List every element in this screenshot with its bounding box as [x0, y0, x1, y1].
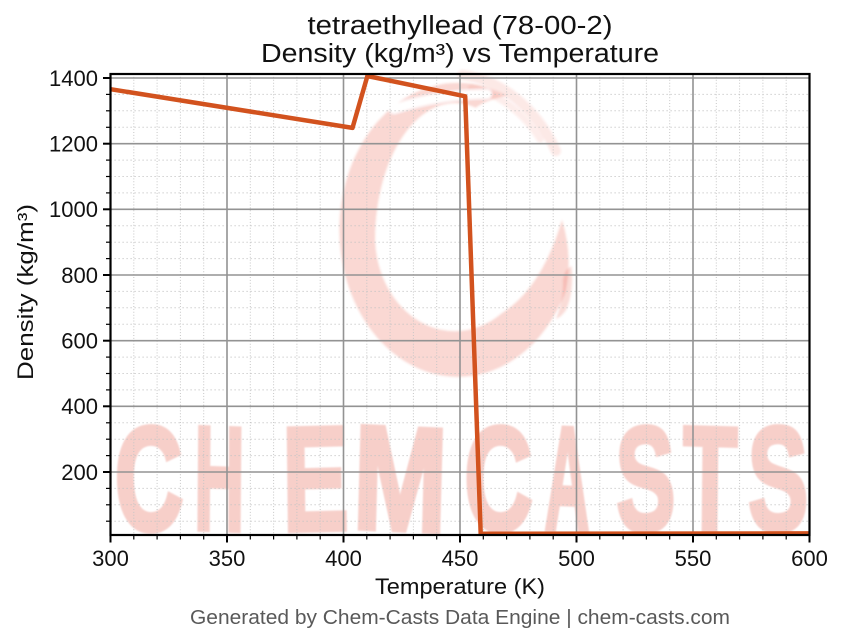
svg-text:C: C [113, 396, 185, 564]
svg-text:Generated by Chem-Casts Data E: Generated by Chem-Casts Data Engine | ch… [190, 607, 730, 629]
svg-text:350: 350 [209, 546, 246, 571]
svg-text:1000: 1000 [49, 197, 98, 222]
svg-text:600: 600 [791, 546, 828, 571]
svg-text:400: 400 [325, 546, 362, 571]
svg-text:tetraethyllead (78-00-2): tetraethyllead (78-00-2) [308, 12, 613, 40]
svg-text:600: 600 [61, 329, 98, 354]
svg-text:300: 300 [92, 546, 129, 571]
svg-text:S: S [747, 395, 809, 562]
svg-text:Density (kg/m³): Density (kg/m³) [13, 204, 38, 380]
svg-text:Temperature (K): Temperature (K) [375, 574, 545, 599]
svg-text:1400: 1400 [49, 66, 98, 91]
svg-text:550: 550 [675, 546, 712, 571]
svg-text:E: E [281, 395, 349, 562]
svg-text:M: M [351, 394, 449, 564]
svg-text:1200: 1200 [49, 132, 98, 157]
svg-text:400: 400 [61, 394, 98, 419]
svg-text:500: 500 [558, 546, 595, 571]
svg-text:Density (kg/m³) vs Temperature: Density (kg/m³) vs Temperature [261, 40, 659, 68]
svg-text:C: C [463, 397, 533, 563]
svg-text:A: A [544, 396, 590, 563]
svg-text:S: S [614, 395, 677, 563]
svg-text:450: 450 [442, 546, 479, 571]
svg-text:H: H [194, 395, 246, 563]
svg-text:800: 800 [61, 263, 98, 288]
svg-text:200: 200 [61, 460, 98, 485]
svg-text:T: T [682, 396, 738, 562]
